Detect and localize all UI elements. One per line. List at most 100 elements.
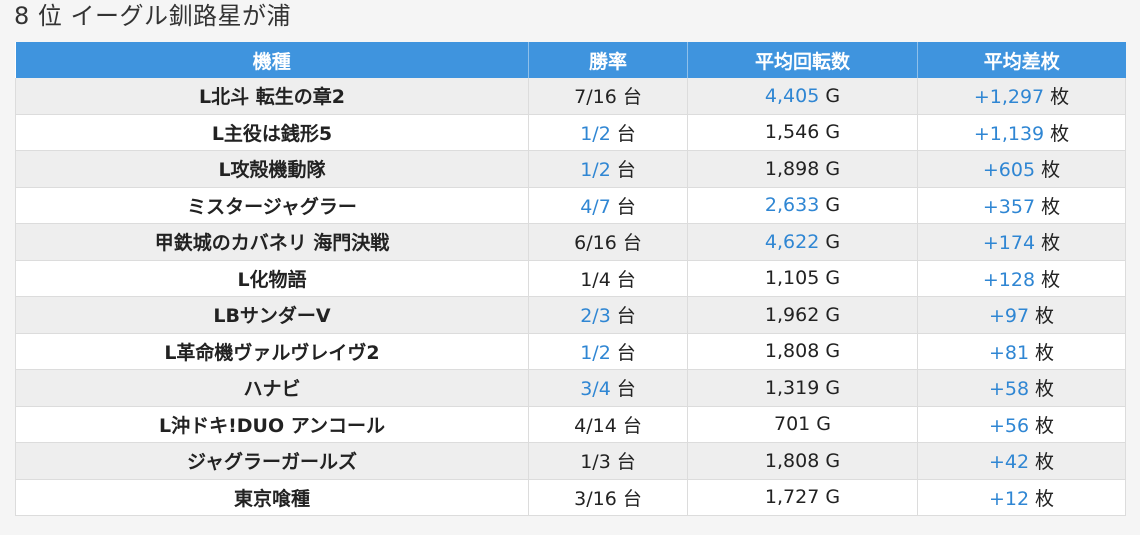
- avg-diff-value: +97: [988, 305, 1030, 328]
- avg-diff-unit: 枚: [1035, 341, 1055, 364]
- table-row[interactable]: 甲鉄城のカバネリ 海門決戦 6/16 台 4,622 G +174 枚: [15, 223, 1126, 261]
- avg-spins-unit: G: [825, 121, 841, 144]
- avg-diff-value: +128: [982, 268, 1036, 291]
- avg-spins-unit: G: [825, 230, 841, 253]
- cell-avg-diff: +357 枚: [917, 187, 1126, 224]
- avg-diff-unit: 枚: [1041, 159, 1061, 182]
- cell-avg-spins: 1,727 G: [687, 479, 918, 516]
- cell-win-rate: 7/16 台: [528, 78, 688, 115]
- cell-avg-diff: +605 枚: [917, 150, 1126, 188]
- avg-diff-value: +56: [988, 414, 1030, 437]
- avg-spins-unit: G: [825, 267, 841, 290]
- cell-avg-diff: +97 枚: [917, 296, 1126, 334]
- win-rate-unit: 台: [616, 195, 636, 218]
- cell-machine: LBサンダーV: [15, 296, 529, 334]
- avg-spins-unit: G: [825, 194, 841, 217]
- cell-avg-diff: +42 枚: [917, 442, 1126, 480]
- win-rate-value: 2/3: [580, 305, 611, 328]
- machine-name: ジャグラーガールズ: [186, 451, 358, 474]
- table-row[interactable]: LBサンダーV 2/3 台 1,962 G +97 枚: [15, 296, 1126, 334]
- machine-name: L主役は銭形5: [211, 122, 333, 145]
- table-row[interactable]: ミスタージャグラー 4/7 台 2,633 G +357 枚: [15, 187, 1126, 224]
- table-row[interactable]: L主役は銭形5 1/2 台 1,546 G +1,139 枚: [15, 114, 1126, 151]
- machine-name: L革命機ヴァルヴレイヴ2: [164, 341, 380, 364]
- table-row[interactable]: L沖ドキ!DUO アンコール 4/14 台 701 G +56 枚: [15, 406, 1126, 443]
- win-rate-unit: 台: [622, 414, 642, 437]
- table-row[interactable]: ハナビ 3/4 台 1,319 G +58 枚: [15, 369, 1126, 407]
- avg-diff-value: +42: [988, 451, 1030, 474]
- cell-avg-diff: +58 枚: [917, 369, 1126, 407]
- page-title: 8 位 イーグル釧路星が浦: [14, 2, 292, 30]
- avg-spins-value: 1,727: [764, 486, 820, 509]
- cell-win-rate: 1/2 台: [528, 150, 688, 188]
- cell-win-rate: 4/14 台: [528, 406, 688, 443]
- avg-spins-value: 1,105: [764, 267, 820, 290]
- cell-machine: L革命機ヴァルヴレイヴ2: [15, 333, 529, 370]
- win-rate-value: 3/16: [574, 487, 617, 510]
- avg-diff-value: +174: [982, 232, 1036, 255]
- cell-avg-diff: +128 枚: [917, 260, 1126, 297]
- win-rate-value: 3/4: [580, 378, 611, 401]
- table-row[interactable]: ジャグラーガールズ 1/3 台 1,808 G +42 枚: [15, 442, 1126, 480]
- win-rate-value: 1/3: [580, 451, 611, 474]
- cell-machine: ミスタージャグラー: [15, 187, 529, 224]
- cell-machine: L主役は銭形5: [15, 114, 529, 151]
- avg-spins-unit: G: [816, 413, 831, 436]
- avg-diff-unit: 枚: [1041, 268, 1061, 291]
- win-rate-unit: 台: [616, 122, 636, 145]
- avg-spins-unit: G: [825, 157, 841, 180]
- cell-avg-spins: 1,546 G: [687, 114, 918, 151]
- cell-win-rate: 1/2 台: [528, 333, 688, 370]
- avg-spins-value: 1,546: [764, 121, 820, 144]
- cell-machine: L沖ドキ!DUO アンコール: [15, 406, 529, 443]
- cell-win-rate: 1/3 台: [528, 442, 688, 480]
- avg-spins-value: 1,962: [764, 303, 820, 326]
- avg-diff-unit: 枚: [1035, 414, 1055, 437]
- avg-spins-unit: G: [825, 303, 841, 326]
- avg-diff-unit: 枚: [1041, 232, 1061, 255]
- cell-win-rate: 2/3 台: [528, 296, 688, 334]
- win-rate-unit: 台: [616, 159, 636, 182]
- avg-diff-unit: 枚: [1035, 487, 1055, 510]
- table-row[interactable]: 東京喰種 3/16 台 1,727 G +12 枚: [15, 479, 1126, 516]
- cell-machine: L攻殻機動隊: [15, 150, 529, 188]
- win-rate-value: 4/14: [574, 414, 617, 437]
- header-win-rate[interactable]: 勝率: [528, 42, 688, 78]
- cell-avg-spins: 4,622 G: [687, 223, 918, 261]
- header-avg-diff[interactable]: 平均差枚: [917, 42, 1126, 78]
- avg-diff-unit: 枚: [1041, 195, 1061, 218]
- machine-name: 甲鉄城のカバネリ 海門決戦: [154, 232, 390, 255]
- avg-spins-unit: G: [825, 376, 841, 399]
- table-row[interactable]: L北斗 転生の章2 7/16 台 4,405 G +1,297 枚: [15, 78, 1126, 115]
- cell-avg-spins: 701 G: [687, 406, 918, 443]
- avg-diff-value: +1,139: [973, 122, 1045, 145]
- cell-machine: 甲鉄城のカバネリ 海門決戦: [15, 223, 529, 261]
- win-rate-unit: 台: [622, 86, 642, 109]
- cell-avg-spins: 1,105 G: [687, 260, 918, 297]
- avg-diff-value: +1,297: [973, 86, 1045, 109]
- cell-avg-spins: 1,808 G: [687, 442, 918, 480]
- win-rate-unit: 台: [616, 378, 636, 401]
- table-row[interactable]: L革命機ヴァルヴレイヴ2 1/2 台 1,808 G +81 枚: [15, 333, 1126, 370]
- table-row[interactable]: L攻殻機動隊 1/2 台 1,898 G +605 枚: [15, 150, 1126, 188]
- header-machine[interactable]: 機種: [15, 42, 529, 78]
- cell-machine: L化物語: [15, 260, 529, 297]
- avg-diff-unit: 枚: [1035, 305, 1055, 328]
- cell-avg-diff: +81 枚: [917, 333, 1126, 370]
- header-avg-spins[interactable]: 平均回転数: [687, 42, 918, 78]
- avg-diff-value: +605: [982, 159, 1036, 182]
- machine-name: LBサンダーV: [213, 305, 331, 328]
- cell-avg-diff: +1,139 枚: [917, 114, 1126, 151]
- machine-name: L攻殻機動隊: [218, 159, 326, 182]
- avg-spins-unit: G: [825, 84, 841, 107]
- table-body: L北斗 転生の章2 7/16 台 4,405 G +1,297 枚 L主役は銭形5 1/2 台 1,…: [15, 78, 1126, 516]
- avg-spins-value: 4,405: [764, 84, 820, 107]
- cell-machine: L北斗 転生の章2: [15, 78, 529, 115]
- table-row[interactable]: L化物語 1/4 台 1,105 G +128 枚: [15, 260, 1126, 297]
- machine-name: L沖ドキ!DUO アンコール: [159, 414, 385, 437]
- avg-spins-value: 1,808: [764, 449, 820, 472]
- win-rate-unit: 台: [616, 451, 636, 474]
- avg-diff-unit: 枚: [1035, 378, 1055, 401]
- cell-avg-diff: +56 枚: [917, 406, 1126, 443]
